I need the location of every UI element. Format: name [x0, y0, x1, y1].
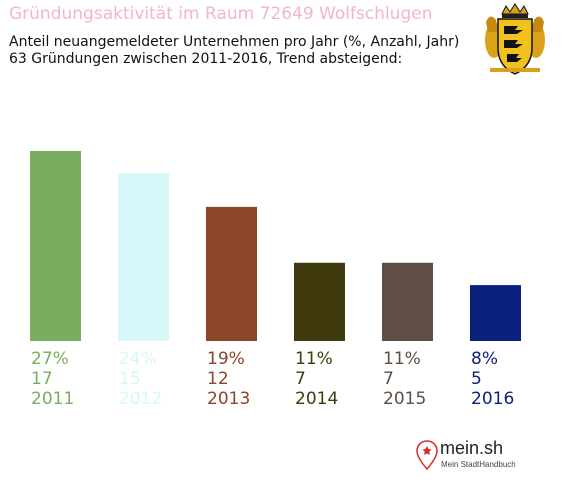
- count-label-2012: 15: [119, 369, 141, 389]
- bar-2012: [118, 173, 169, 341]
- percent-label-2014: 11%: [295, 349, 333, 369]
- bar-2016: [470, 285, 521, 341]
- percent-label-2013: 19%: [207, 349, 245, 369]
- count-label-2014: 7: [295, 369, 306, 389]
- count-label-2011: 17: [31, 369, 53, 389]
- percent-label-2011: 27%: [31, 349, 69, 369]
- count-label-2013: 12: [207, 369, 229, 389]
- percent-label-2016: 8%: [471, 349, 498, 369]
- percent-label-2015: 11%: [383, 349, 421, 369]
- percent-label-2012: 24%: [119, 349, 157, 369]
- year-label-2013: 2013: [207, 389, 250, 409]
- logo-tagline: Mein StadtHandbuch: [441, 460, 516, 469]
- bar-2013: [206, 206, 257, 341]
- year-label-2012: 2012: [119, 389, 162, 409]
- chart-title: Gründungsaktivität im Raum 72649 Wolfsch…: [9, 4, 433, 24]
- bar-2011: [30, 151, 81, 341]
- year-label-2011: 2011: [31, 389, 74, 409]
- year-label-2016: 2016: [471, 389, 514, 409]
- chart-summary: 63 Gründungen zwischen 2011-2016, Trend …: [9, 51, 403, 67]
- logo-name: mein.sh: [440, 438, 504, 458]
- location-pin-icon: [416, 440, 438, 470]
- bar-2014: [294, 262, 345, 341]
- count-label-2015: 7: [383, 369, 394, 389]
- year-label-2015: 2015: [383, 389, 426, 409]
- bar-2015: [382, 262, 433, 341]
- year-label-2014: 2014: [295, 389, 338, 409]
- baden-wuerttemberg-coat-of-arms-icon: [480, 2, 550, 78]
- chart-subtitle: Anteil neuangemeldeter Unternehmen pro J…: [9, 34, 460, 50]
- count-label-2016: 5: [471, 369, 482, 389]
- logo[interactable]: mein.sh Mein StadtHandbuch: [414, 432, 526, 476]
